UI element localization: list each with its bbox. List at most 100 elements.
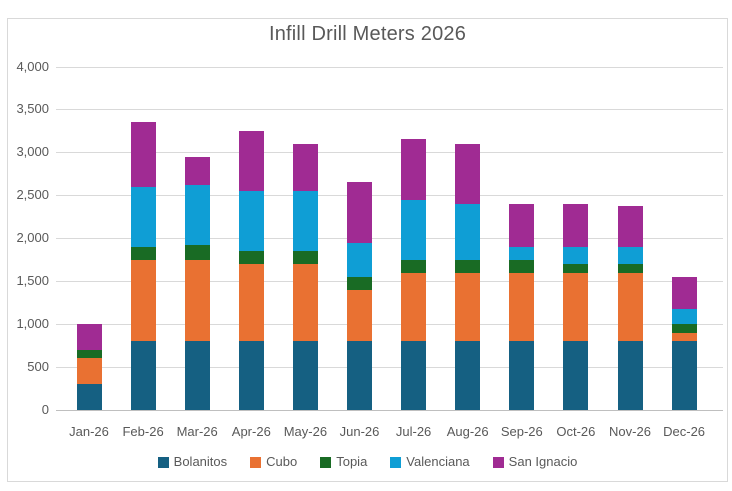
legend-label: Bolanitos: [173, 454, 228, 469]
bar-dec-26: [671, 19, 697, 410]
legend-item-cubo[interactable]: Cubo: [250, 455, 297, 469]
bar-segment-cubo-jul-26[interactable]: [401, 272, 427, 342]
bar-segment-cubo-jun-26[interactable]: [347, 289, 372, 342]
bar-segment-valenciana-mar-26[interactable]: [184, 184, 210, 245]
bar-aug-26: [455, 19, 481, 410]
bar-segment-valenciana-nov-26[interactable]: [617, 246, 643, 264]
bar-segment-valenciana-apr-26[interactable]: [238, 191, 264, 252]
bar-segment-cubo-nov-26[interactable]: [617, 272, 643, 342]
bar-segment-topia-oct-26[interactable]: [563, 264, 589, 273]
gridline: [56, 66, 723, 68]
bar-segment-cubo-dec-26[interactable]: [671, 332, 697, 342]
legend-label: Valenciana: [406, 454, 470, 469]
bar-segment-san-ignacio-mar-26[interactable]: [184, 156, 210, 185]
bar-segment-topia-dec-26[interactable]: [671, 324, 697, 333]
bar-segment-topia-jul-26[interactable]: [401, 259, 427, 273]
bar-segment-topia-mar-26[interactable]: [184, 244, 210, 260]
bar-segment-topia-sep-26[interactable]: [509, 259, 535, 273]
bar-segment-valenciana-oct-26[interactable]: [563, 246, 589, 264]
bar-segment-cubo-feb-26[interactable]: [130, 259, 156, 342]
chart-frame: Infill Drill Meters 2026 0 500 1,000 1,500 2…: [7, 18, 728, 482]
bar-mar-26: [184, 19, 210, 410]
bar-segment-valenciana-jun-26[interactable]: [347, 242, 372, 277]
gridline: [56, 367, 723, 369]
bar-segment-bolanitos-sep-26[interactable]: [509, 341, 535, 410]
bar-segment-valenciana-jul-26[interactable]: [401, 199, 427, 260]
x-axis-tick-label-dec-26: Dec-26: [663, 424, 706, 439]
x-axis-tick-label-oct-26: Oct-26: [556, 424, 596, 439]
legend-item-topia[interactable]: Topia: [320, 455, 367, 469]
legend-swatch-san-ignacio: [492, 456, 504, 468]
chart-title: Infill Drill Meters 2026: [268, 23, 467, 45]
bar-segment-san-ignacio-feb-26[interactable]: [130, 122, 156, 187]
bar-segment-cubo-sep-26[interactable]: [509, 272, 535, 342]
legend-item-san-ignacio[interactable]: San Ignacio: [492, 454, 578, 469]
y-axis-tick-label: 3,000: [16, 144, 49, 160]
bar-segment-bolanitos-nov-26[interactable]: [617, 341, 643, 410]
bar-segment-bolanitos-aug-26[interactable]: [455, 341, 481, 410]
bar-segment-bolanitos-jan-26[interactable]: [76, 384, 102, 410]
y-axis-tick-label: 4,000: [16, 58, 49, 74]
bar-segment-bolanitos-apr-26[interactable]: [238, 341, 264, 410]
legend-swatch-bolanitos: [157, 456, 169, 468]
legend-swatch-cubo: [250, 456, 262, 468]
legend-label: San Ignacio: [508, 454, 578, 469]
y-axis-tick-label: 500: [27, 359, 49, 375]
bar-segment-bolanitos-jun-26[interactable]: [347, 341, 372, 410]
bar-segment-bolanitos-feb-26[interactable]: [130, 341, 156, 410]
bar-segment-san-ignacio-jan-26[interactable]: [76, 324, 102, 350]
x-axis-tick-label-aug-26: Aug-26: [446, 424, 489, 439]
bar-segment-topia-may-26[interactable]: [292, 251, 318, 264]
legend-swatch-valenciana: [390, 456, 402, 468]
bar-segment-bolanitos-mar-26[interactable]: [184, 341, 210, 410]
bar-segment-san-ignacio-jul-26[interactable]: [401, 139, 427, 200]
bar-sep-26: [509, 19, 535, 410]
bar-segment-cubo-may-26[interactable]: [292, 264, 318, 342]
bar-nov-26: [617, 19, 643, 410]
bar-segment-san-ignacio-nov-26[interactable]: [617, 206, 643, 247]
bar-segment-san-ignacio-sep-26[interactable]: [509, 203, 535, 247]
bar-segment-valenciana-sep-26[interactable]: [509, 246, 535, 260]
bar-segment-bolanitos-may-26[interactable]: [292, 341, 318, 410]
legend-label: Cubo: [266, 454, 298, 469]
gridline: [56, 281, 723, 283]
bar-segment-san-ignacio-aug-26[interactable]: [455, 143, 481, 204]
legend-label: Topia: [336, 454, 368, 469]
gridline: [56, 324, 723, 326]
bar-segment-san-ignacio-apr-26[interactable]: [238, 130, 264, 192]
bar-segment-cubo-oct-26[interactable]: [563, 272, 589, 342]
gridline: [56, 238, 723, 240]
bar-segment-topia-jun-26[interactable]: [347, 276, 372, 290]
bar-segment-san-ignacio-dec-26[interactable]: [671, 276, 697, 310]
bar-segment-cubo-jan-26[interactable]: [76, 358, 102, 385]
bar-segment-san-ignacio-oct-26[interactable]: [563, 203, 589, 247]
bar-segment-san-ignacio-may-26[interactable]: [292, 143, 318, 191]
bar-segment-topia-feb-26[interactable]: [130, 246, 156, 260]
bar-segment-san-ignacio-jun-26[interactable]: [347, 182, 372, 243]
plot-area: 0 500 1,000 1,500 2,000 2,500 3,000 3,500 4,000 J…: [8, 19, 727, 481]
legend-item-valenciana[interactable]: Valenciana: [390, 454, 470, 469]
y-axis-tick-label: 2,500: [16, 187, 49, 203]
bar-segment-valenciana-aug-26[interactable]: [455, 203, 481, 260]
bar-segment-valenciana-feb-26[interactable]: [130, 186, 156, 247]
x-axis-tick-label-nov-26: Nov-26: [609, 424, 651, 439]
bar-segment-topia-jan-26[interactable]: [76, 349, 102, 359]
bar-segment-bolanitos-dec-26[interactable]: [671, 341, 697, 410]
bar-segment-cubo-aug-26[interactable]: [455, 272, 481, 342]
bar-segment-valenciana-may-26[interactable]: [292, 191, 318, 252]
bar-segment-topia-apr-26[interactable]: [238, 251, 264, 264]
x-axis-tick-label-apr-26: Apr-26: [231, 424, 271, 439]
bar-segment-cubo-apr-26[interactable]: [238, 264, 264, 342]
bar-segment-bolanitos-oct-26[interactable]: [563, 341, 589, 410]
y-axis-tick-label: 2,000: [16, 230, 49, 246]
bar-segment-topia-aug-26[interactable]: [455, 259, 481, 273]
bar-apr-26: [238, 19, 264, 410]
legend-item-bolanitos[interactable]: Bolanitos: [157, 454, 228, 469]
bar-segment-cubo-mar-26[interactable]: [184, 259, 210, 342]
bar-segment-valenciana-dec-26[interactable]: [671, 309, 697, 325]
bar-segment-bolanitos-jul-26[interactable]: [401, 341, 427, 410]
gridline: [56, 195, 723, 197]
bar-segment-topia-nov-26[interactable]: [617, 264, 643, 273]
y-axis-tick-label: 1,500: [16, 273, 49, 289]
